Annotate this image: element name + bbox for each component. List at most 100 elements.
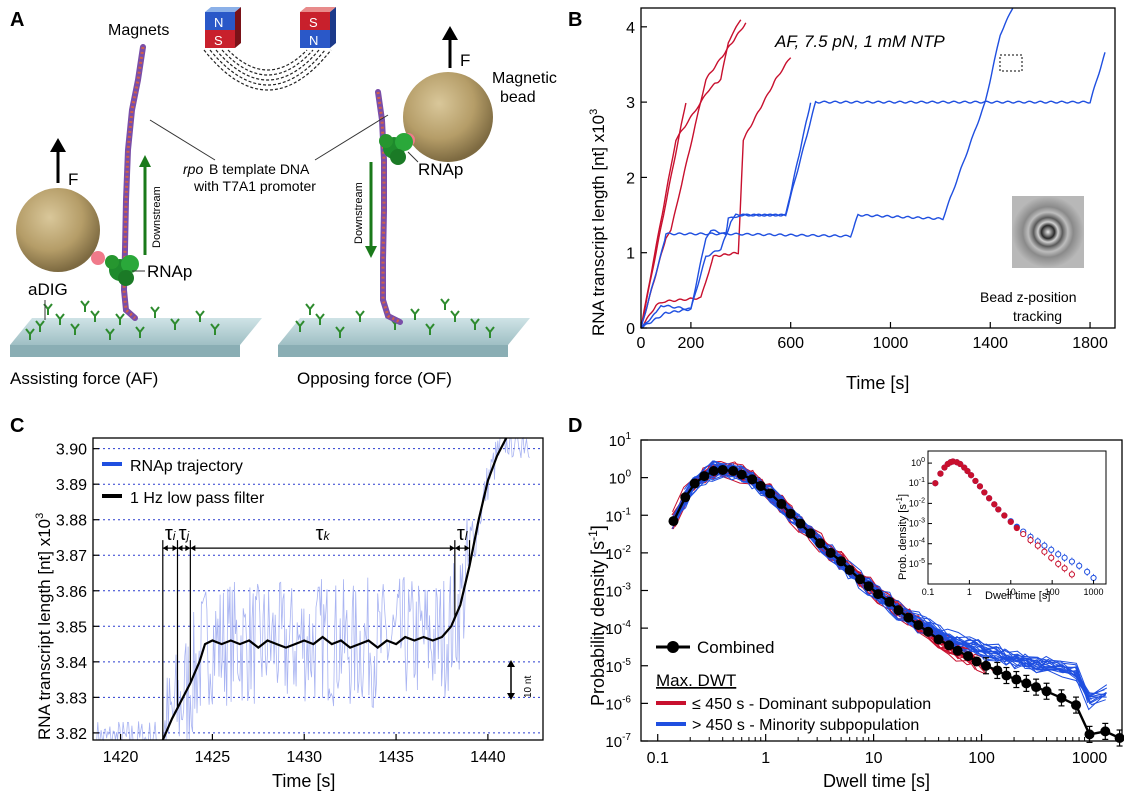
inset-point <box>1061 565 1068 572</box>
inset-point <box>1076 562 1083 569</box>
zoom-region-marker <box>999 54 1023 72</box>
chart-d-combined-point <box>1001 670 1012 681</box>
chart-d-ytick-label: 10-1 <box>605 506 631 525</box>
bead-label-line2: bead <box>500 89 536 106</box>
panel-a: A Magnets N S S N <box>10 7 557 388</box>
inset-ytick-exp: 0 <box>921 457 925 464</box>
inset-point <box>1001 512 1008 519</box>
force-label-of: F <box>460 51 470 70</box>
chart-b-xtick-label: 0 <box>637 335 646 352</box>
chart-b-ytick-label: 0 <box>626 321 635 338</box>
field-lines-icon <box>203 49 332 91</box>
chart-d-ylabel-close: ] <box>588 525 608 530</box>
inset-point <box>1068 571 1076 578</box>
chart-b-ylabel: RNA transcript length [nt] x103 <box>588 109 608 336</box>
tau-symbol: τ <box>179 523 187 545</box>
adig-mark-icon <box>305 303 315 315</box>
chart-d-ylabel-sup: -1 <box>586 530 600 541</box>
legend-label-filter: 1 Hz low pass filter <box>130 490 265 507</box>
adig-mark-icon <box>425 323 435 335</box>
adig-mark-icon <box>90 310 100 322</box>
chart-d-combined-point <box>844 565 855 576</box>
chart-d-combined-point <box>1100 726 1111 737</box>
inset-ylabel-sup: -1 <box>895 497 904 505</box>
dig-tag-af-icon <box>91 251 105 265</box>
chart-d-combined-point <box>923 626 934 637</box>
adig-mark-icon <box>150 306 160 318</box>
chart-d-ytick-base: 10 <box>605 621 622 638</box>
tau-symbol: τ <box>316 523 324 545</box>
inset-point <box>1055 560 1062 567</box>
inset-point <box>995 506 1002 513</box>
inset-point <box>986 495 993 502</box>
chart-d-ylabel-text: Probability density [s <box>588 541 608 706</box>
chart-d-ytick-label: 10-5 <box>605 657 631 676</box>
adig-antibodies-icon <box>25 298 495 340</box>
adig-mark-icon <box>410 308 420 320</box>
tau-label: τj <box>179 523 190 545</box>
inset-point <box>1068 558 1076 565</box>
chart-b-series-3 <box>640 19 742 329</box>
force-label-af: F <box>68 170 78 189</box>
chart-d-combined-point <box>1031 682 1042 693</box>
chart-b-ylabel-exp: 3 <box>588 109 600 115</box>
chart-b-xtick-label: 1400 <box>972 335 1008 352</box>
chart-c-ytick-label: 3.89 <box>56 477 87 494</box>
chart-d-ytick-base: 10 <box>605 734 622 751</box>
legend-label-combined: Combined <box>697 638 775 657</box>
inset-point <box>1034 542 1041 549</box>
chart-d-combined-point <box>795 518 806 529</box>
chart-c-ylabel-text: RNA transcript length [nt] x10 <box>35 519 54 740</box>
legend-swatch-blue <box>656 722 686 726</box>
chart-d-xtick-label: 10 <box>865 750 883 767</box>
adig-mark-icon <box>135 326 145 338</box>
chart-d-combined-point <box>963 651 974 662</box>
chart-d-ytick-label: 100 <box>609 469 632 488</box>
adig-mark-icon <box>55 313 65 325</box>
inset-point <box>972 477 979 485</box>
chart-d-xtick-label: 1 <box>761 750 770 767</box>
inset-ytick-base: 10 <box>911 458 921 468</box>
chart-d-combined-point <box>933 634 944 645</box>
chart-c-xtick-label: 1430 <box>286 749 322 766</box>
tau-subscript: l <box>465 529 468 543</box>
tau-label: τl <box>457 523 468 545</box>
scale-bar-10nt: 10 nt <box>507 660 534 700</box>
panel-d: D 0.1 1 10 100 100010-710-610-510-410-310-21… <box>568 415 1124 791</box>
inset-point <box>1090 574 1097 582</box>
force-arrow-af-icon: F <box>50 138 78 189</box>
downstream-arrow-af-icon: Downstream <box>139 155 163 255</box>
legend-label-blue: > 450 s - Minority subpopulation <box>692 717 919 734</box>
inset-point <box>1041 542 1048 549</box>
chart-d-combined-point <box>717 464 728 475</box>
inset-ytick-label: 10-5 <box>909 558 925 569</box>
chart-d-ytick-exp: 1 <box>625 431 631 442</box>
chart-b-ytick-label: 4 <box>626 20 635 37</box>
chart-d-ytick-exp: -5 <box>622 657 631 668</box>
chart-d-combined-point <box>755 480 766 491</box>
magnet-left-icon: N S <box>205 7 241 48</box>
adig-label: aDIG <box>28 280 68 299</box>
rnap-label-of: RNAp <box>418 160 463 179</box>
chart-d-ytick-base: 10 <box>605 659 622 676</box>
chart-b-ytick-label: 1 <box>626 246 635 263</box>
chart-d-ytick-label: 10-3 <box>605 582 631 601</box>
inset-point <box>964 468 971 475</box>
inset-xtick-label: 10 <box>1006 587 1016 597</box>
inset-point <box>991 501 998 508</box>
chart-c-filtered-line <box>161 437 508 741</box>
chart-b-frame <box>640 7 1116 329</box>
tau-subscript: i <box>173 529 176 543</box>
inset-ytick-base: 10 <box>909 519 919 529</box>
chart-c-xtick-label: 1425 <box>195 749 231 766</box>
inset-ytick-exp: -2 <box>919 497 925 504</box>
inset-point <box>1048 554 1055 561</box>
tau-subscript: j <box>185 529 190 543</box>
inset-xlabel: Dwell time [s] <box>985 590 1050 602</box>
chart-c-ylabel: RNA transcript length [nt] x103 <box>34 513 54 740</box>
chart-c-ytick-label: 3.83 <box>56 690 87 707</box>
inset-xtick-label: 100 <box>1045 587 1060 597</box>
inset-point <box>1013 524 1020 532</box>
chart-c-ytick-label: 3.88 <box>56 513 87 530</box>
